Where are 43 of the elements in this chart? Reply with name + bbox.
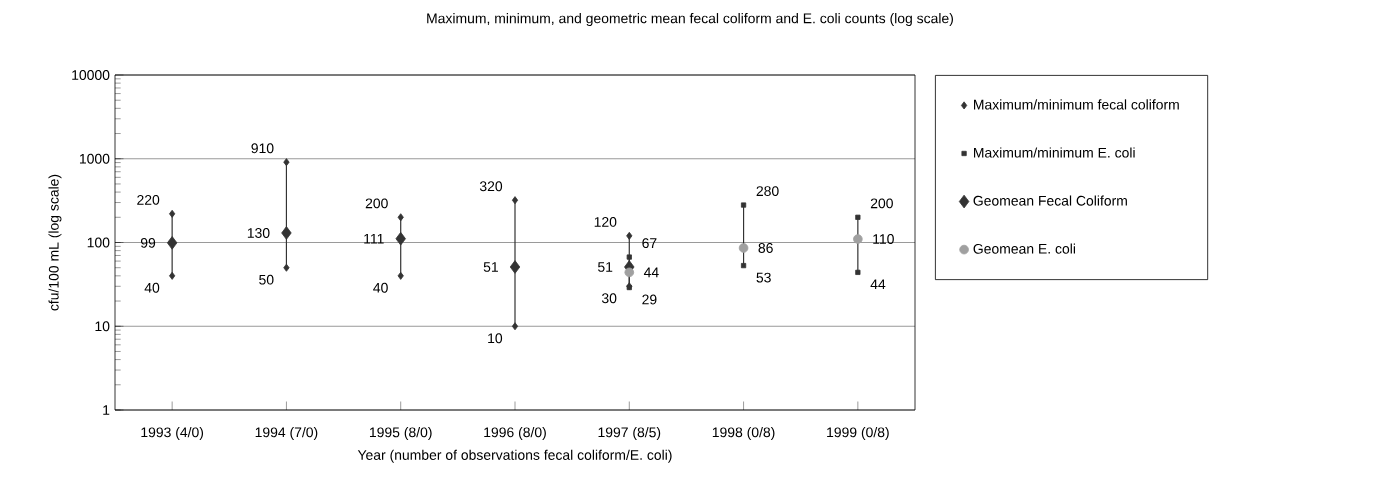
y-tick-label: 10 <box>95 321 110 332</box>
data-label: 86 <box>758 243 773 253</box>
data-label: 200 <box>870 198 893 209</box>
data-label: 29 <box>642 294 657 305</box>
data-label: 99 <box>140 237 156 248</box>
chart-title: Maximum, minimum, and geometric mean fecal coliform and E. coli counts (log scale) <box>427 13 953 27</box>
data-label: 120 <box>594 217 617 227</box>
data-label: 111 <box>364 233 384 244</box>
legend-label: Maximum/minimum fecal coliform <box>974 99 1179 110</box>
data-label: 51 <box>483 262 498 272</box>
y-axis-title: cfu/100 mL (log scale) <box>48 174 62 311</box>
y-tick-label: 1 <box>103 405 110 415</box>
x-tick-label: 1993 (4/0) <box>141 427 204 440</box>
data-label: 67 <box>642 238 657 249</box>
data-label: 110 <box>873 234 894 244</box>
data-label: 320 <box>479 181 503 192</box>
data-label: 44 <box>870 279 886 290</box>
data-label: 280 <box>756 186 779 197</box>
x-tick-label: 1999 (0/8) <box>827 427 889 440</box>
data-label: 910 <box>251 143 274 154</box>
data-label: 40 <box>144 282 160 293</box>
data-label: 220 <box>137 194 160 205</box>
data-label: 40 <box>373 282 388 293</box>
data-label: 200 <box>365 198 388 209</box>
data-label: 53 <box>756 272 771 283</box>
y-tick-label: 1000 <box>79 153 110 164</box>
data-label: 10 <box>488 333 503 344</box>
x-tick-label: 1994 (7/0) <box>255 427 318 440</box>
legend-label: Geomean E. coli <box>973 243 1075 254</box>
data-label: 130 <box>247 228 270 238</box>
y-tick-label: 10000 <box>72 70 110 80</box>
legend-label: Geomean Fecal Coliform <box>973 195 1127 206</box>
x-tick-label: 1997 (8/5) <box>598 427 661 440</box>
legend-label: Maximum/minimum E. coli <box>974 147 1135 158</box>
x-tick-label: 1996 (8/0) <box>484 427 546 440</box>
data-label: 50 <box>259 274 274 285</box>
data-label: 44 <box>643 267 659 278</box>
data-label: 51 <box>597 262 613 272</box>
x-tick-label: 1995 (8/0) <box>369 427 432 440</box>
x-tick-label: 1998 (0/8) <box>712 427 775 440</box>
data-label: 30 <box>601 293 617 304</box>
x-axis-title: Year (number of observations fecal coliform/E. coli) <box>357 449 672 463</box>
y-tick-label: 100 <box>87 237 110 248</box>
